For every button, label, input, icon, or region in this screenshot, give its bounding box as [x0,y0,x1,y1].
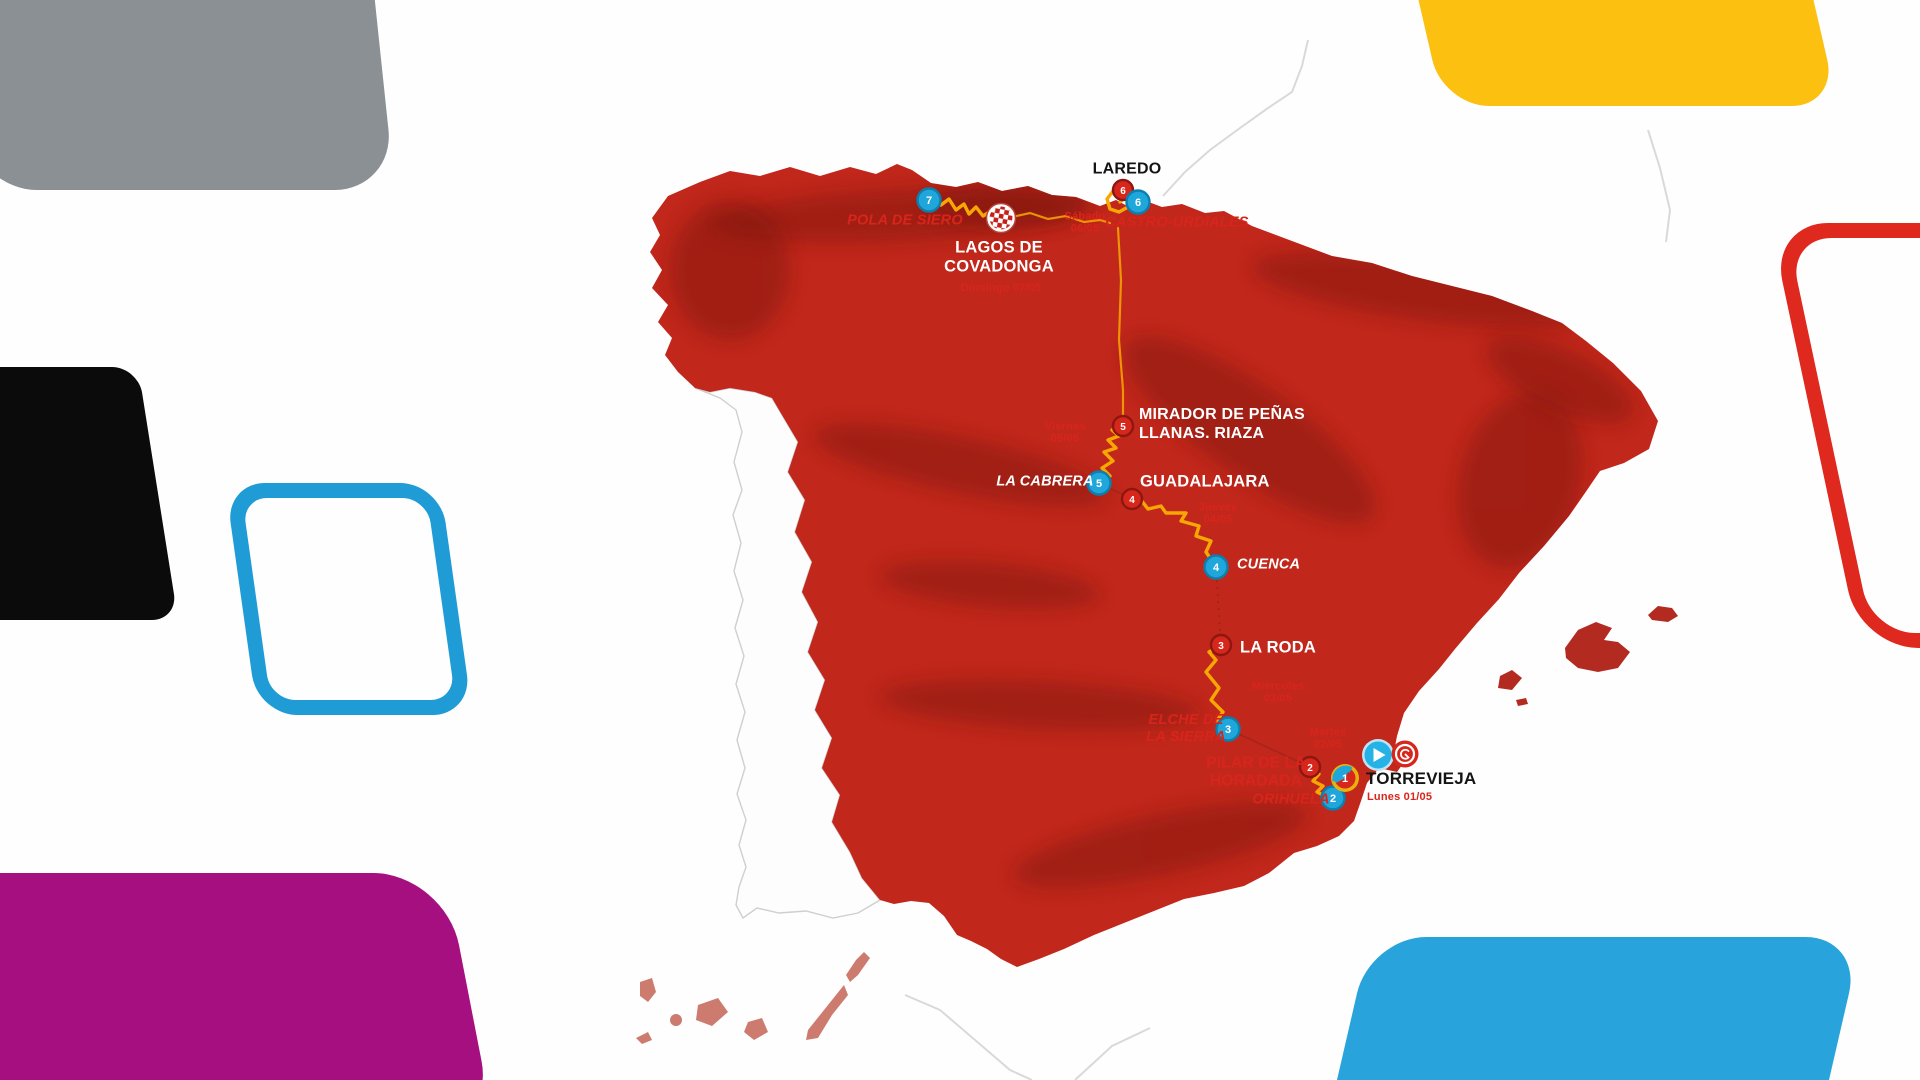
start-marker-stage6: 6 [1125,189,1151,215]
label-pilar-de-la-horadada: PILAR DE LA HORADADA [1206,754,1306,790]
start-marker-stage2: 2 [1320,785,1346,811]
balearic-islands [1498,606,1678,706]
svg-text:5: 5 [1096,478,1102,490]
label-torrevieja: TORREVIEJA [1366,768,1477,788]
france-coastline [1162,39,1309,197]
svg-text:3: 3 [1225,724,1231,736]
label-date-stage6: Sábado 06/05 [1064,210,1106,235]
svg-text:2: 2 [1330,793,1336,805]
label-pola-de-siero: POLA DE SIERO [847,212,963,229]
start-marker-stage3: 3 [1215,716,1241,742]
svg-text:3: 3 [1218,641,1224,652]
finish-marker-stage4: 4 [1120,487,1144,511]
finish-marker-stage3: 3 [1209,633,1233,657]
label-elche-de-la-sierra: ELCHE DE LA SIERRA [1146,711,1226,745]
label-date-stage2: Martes 02/05 [1309,726,1347,751]
vuelta-femenina-badge-icon [1391,740,1419,768]
label-date-stage7: Domingo 07/05 [960,281,1042,294]
france-mediterranean-coastline [1647,129,1672,243]
label-orihuela: ORIHUELA [1252,791,1330,808]
svg-text:5: 5 [1120,422,1126,433]
start-finish-marker-stage1: 1 [1331,764,1359,792]
mountain-relief [670,183,1634,888]
svg-text:1: 1 [1342,773,1348,785]
svg-text:4: 4 [1213,562,1220,574]
label-la-cabrera: LA CABRERA [996,473,1094,490]
africa-coastline [904,994,1151,1080]
svg-text:6: 6 [1135,197,1141,209]
spain-landmass [650,164,1658,967]
svg-text:7: 7 [926,195,932,207]
svg-text:4: 4 [1129,495,1135,506]
finish-marker-stage5: 5 [1111,414,1135,438]
checkered-flag-icon [985,202,1017,234]
svg-text:6: 6 [1120,186,1126,197]
play-button-icon[interactable] [1362,739,1394,771]
start-marker-stage5: 5 [1086,470,1112,496]
label-lagos-de-covadonga: LAGOS DE COVADONGA [944,238,1054,276]
canary-islands [636,952,870,1044]
label-date-stage3: Miércoles 03/05 [1251,680,1305,705]
label-la-roda: LA RODA [1240,638,1316,657]
label-mirador-riaza: MIRADOR DE PEÑAS LLANAS. RIAZA [1139,406,1305,442]
start-marker-stage7: 7 [916,187,942,213]
label-castro-urdiales: CASTRO-URDIALES [1105,214,1249,231]
start-marker-stage4: 4 [1203,554,1229,580]
label-cuenca: CUENCA [1237,556,1301,573]
label-date-stage5: Viernes 05/05 [1044,420,1086,445]
finish-marker-stage2: 2 [1298,755,1322,779]
label-date-stage4: Jueves 04/05 [1198,501,1238,526]
label-date-stage1: Lunes 01/05 [1367,790,1433,803]
svg-text:2: 2 [1307,763,1313,774]
label-guadalajara: GUADALAJARA [1140,472,1270,491]
label-laredo: LAREDO [1092,160,1162,178]
